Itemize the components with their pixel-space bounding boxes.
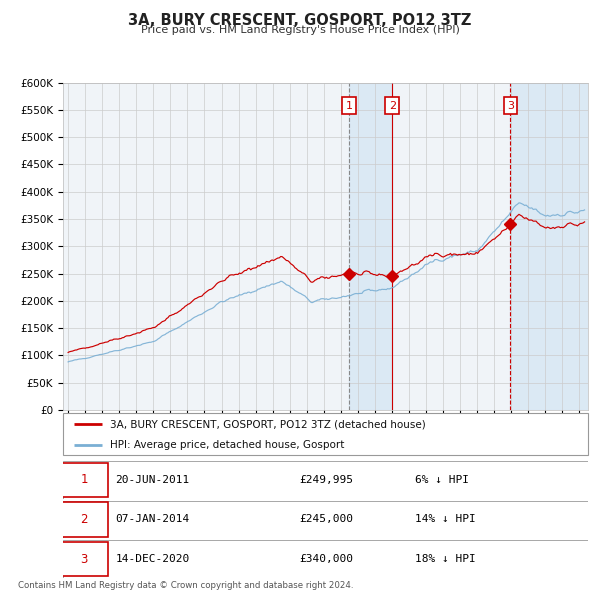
FancyBboxPatch shape: [61, 542, 107, 576]
FancyBboxPatch shape: [63, 413, 588, 455]
Text: 1: 1: [346, 100, 352, 110]
FancyBboxPatch shape: [61, 503, 107, 536]
Text: 6% ↓ HPI: 6% ↓ HPI: [415, 475, 469, 485]
Text: 3: 3: [507, 100, 514, 110]
Text: 2: 2: [80, 513, 88, 526]
Text: HPI: Average price, detached house, Gosport: HPI: Average price, detached house, Gosp…: [110, 440, 344, 450]
Text: 3: 3: [80, 552, 88, 566]
Text: 2: 2: [389, 100, 396, 110]
Bar: [349, 83, 392, 410]
Text: Contains HM Land Registry data © Crown copyright and database right 2024.
This d: Contains HM Land Registry data © Crown c…: [18, 581, 353, 590]
Text: 18% ↓ HPI: 18% ↓ HPI: [415, 554, 476, 564]
Text: 1: 1: [80, 473, 88, 487]
FancyBboxPatch shape: [63, 501, 588, 538]
Text: £340,000: £340,000: [299, 554, 353, 564]
Text: 20-JUN-2011: 20-JUN-2011: [115, 475, 190, 485]
Bar: [511, 83, 588, 410]
FancyBboxPatch shape: [63, 540, 588, 578]
Text: 07-JAN-2014: 07-JAN-2014: [115, 514, 190, 525]
Text: 3A, BURY CRESCENT, GOSPORT, PO12 3TZ (detached house): 3A, BURY CRESCENT, GOSPORT, PO12 3TZ (de…: [110, 419, 426, 430]
FancyBboxPatch shape: [61, 463, 107, 497]
Text: 3A, BURY CRESCENT, GOSPORT, PO12 3TZ: 3A, BURY CRESCENT, GOSPORT, PO12 3TZ: [128, 13, 472, 28]
Text: 14% ↓ HPI: 14% ↓ HPI: [415, 514, 476, 525]
Bar: [574, 83, 588, 410]
Text: 14-DEC-2020: 14-DEC-2020: [115, 554, 190, 564]
FancyBboxPatch shape: [63, 461, 588, 499]
Text: Price paid vs. HM Land Registry's House Price Index (HPI): Price paid vs. HM Land Registry's House …: [140, 25, 460, 35]
Text: £249,995: £249,995: [299, 475, 353, 485]
Text: £245,000: £245,000: [299, 514, 353, 525]
